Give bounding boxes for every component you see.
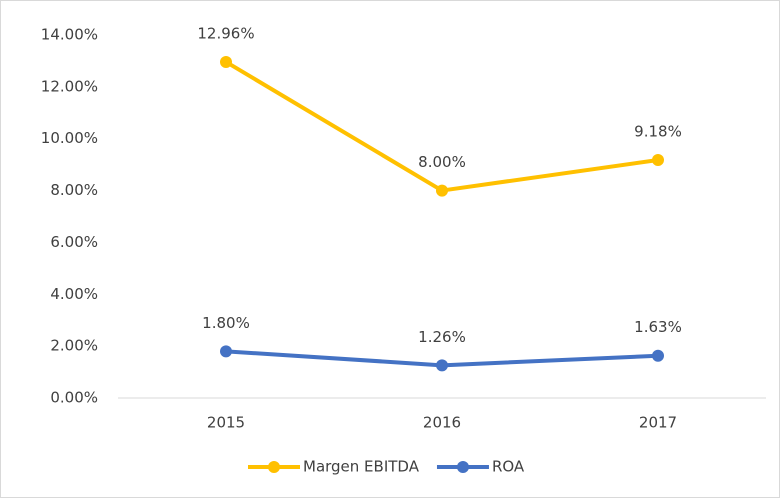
y-tick-label: 4.00% bbox=[50, 285, 98, 303]
legend-marker bbox=[268, 461, 280, 473]
x-tick-label: 2017 bbox=[639, 414, 677, 432]
point bbox=[436, 359, 448, 372]
data-label: 1.26% bbox=[418, 328, 466, 346]
data-label: 8.00% bbox=[418, 153, 466, 171]
y-tick-label: 8.00% bbox=[50, 181, 98, 199]
point bbox=[652, 349, 664, 362]
point bbox=[436, 184, 448, 197]
point bbox=[220, 345, 232, 358]
point bbox=[220, 55, 232, 68]
legend-marker bbox=[456, 461, 469, 473]
data-label: 1.80% bbox=[202, 314, 250, 332]
y-tick-label: 14.00% bbox=[41, 26, 98, 44]
legend-label: Margen EBITDA bbox=[303, 458, 420, 476]
y-tick-label: 0.00% bbox=[50, 389, 98, 407]
legend-label: ROA bbox=[492, 458, 525, 476]
data-label: 12.96% bbox=[197, 24, 254, 42]
point bbox=[652, 153, 664, 166]
y-tick-label: 6.00% bbox=[50, 233, 98, 251]
y-tick-label: 10.00% bbox=[41, 129, 98, 147]
y-tick-label: 12.00% bbox=[41, 77, 98, 95]
data-label: 1.63% bbox=[634, 318, 682, 336]
x-tick-label: 2015 bbox=[207, 414, 245, 432]
data-label: 9.18% bbox=[634, 122, 682, 140]
y-tick-label: 2.00% bbox=[50, 337, 98, 355]
x-tick-label: 2016 bbox=[423, 414, 461, 432]
